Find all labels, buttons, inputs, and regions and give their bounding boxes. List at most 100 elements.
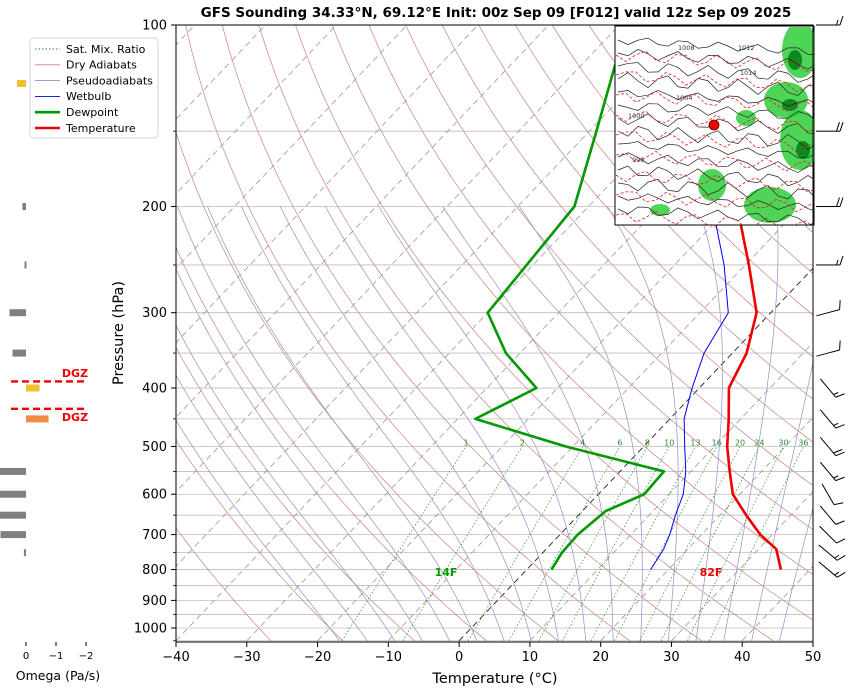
isotherm-line — [813, 25, 856, 641]
map-label: 1014 — [740, 69, 757, 77]
omega-bar — [22, 203, 26, 210]
barb-staff — [816, 313, 828, 316]
x-tick-label: −20 — [304, 650, 331, 665]
barb-staff — [828, 570, 837, 578]
pseudoadiabat-line — [241, 207, 504, 641]
pseudoadiabat-line — [443, 207, 613, 641]
mixing-ratio-line — [468, 447, 582, 641]
map-label: 1004 — [676, 94, 693, 102]
barb-staff — [820, 410, 828, 419]
isotherm-line — [105, 25, 690, 641]
barb-staff — [820, 526, 828, 534]
precip-core — [796, 141, 810, 159]
mixing-ratio-label: 13 — [690, 438, 700, 447]
mixing-ratio-line — [709, 447, 803, 641]
x-tick-label: 10 — [522, 650, 539, 665]
y-tick-label: 500 — [142, 440, 167, 455]
pseudoadiabat-line — [151, 207, 423, 641]
mixing-ratio-label: 24 — [754, 438, 764, 447]
omega-bar — [0, 468, 26, 475]
y-tick-label: 800 — [142, 563, 167, 578]
omega-bar — [0, 491, 26, 498]
barb-staff — [828, 310, 840, 313]
barb-flag — [837, 198, 840, 207]
barb-staff — [828, 515, 836, 524]
omega-bar — [25, 261, 27, 268]
mixing-ratio-label: 6 — [617, 438, 622, 447]
x-tick-label: 50 — [805, 650, 822, 665]
wind-barb — [816, 256, 843, 265]
mixing-ratio-label: 2 — [520, 438, 525, 447]
wind-barb — [820, 432, 844, 458]
barb-half — [837, 20, 839, 25]
map-label: 1000 — [628, 112, 645, 120]
barb-flag — [837, 340, 842, 349]
wind-barb — [819, 538, 845, 562]
y-tick-label: 200 — [142, 200, 167, 215]
pseudoadiabat-line — [178, 207, 450, 641]
wind-barb — [816, 198, 843, 207]
x-tick-label: 40 — [734, 650, 751, 665]
barb-staff — [820, 462, 828, 471]
mixing-ratio-label: 1 — [464, 438, 469, 447]
omega-axis-label: Omega (Pa/s) — [16, 668, 100, 683]
pseudoadiabat-line — [379, 207, 586, 641]
barb-flag — [840, 256, 843, 265]
sounding-location-marker — [709, 120, 719, 130]
barb-flag — [840, 198, 843, 207]
x-tick-label: −10 — [375, 650, 402, 665]
map-label: 996 — [632, 156, 644, 164]
barb-flag — [836, 537, 844, 545]
wind-barb — [814, 300, 842, 316]
precip-area — [698, 169, 726, 201]
surface-temperature-label: 82F — [700, 566, 723, 579]
barb-staff — [828, 350, 840, 353]
legend-label: Dewpoint — [66, 106, 119, 119]
legend-label: Wetbulb — [66, 90, 111, 103]
wind-barb — [820, 404, 844, 430]
barb-flag — [837, 300, 842, 309]
barb-staff — [828, 388, 836, 397]
barb-staff — [822, 484, 828, 494]
pseudoadiabat-line — [780, 207, 856, 641]
pseudoadiabat-line — [81, 207, 339, 641]
mixing-ratio-label: 10 — [664, 438, 674, 447]
y-tick-label: 700 — [142, 528, 167, 543]
x-tick-label: −40 — [162, 650, 189, 665]
legend-label: Dry Adiabats — [66, 59, 137, 72]
dgz-label-top: DGZ — [62, 367, 88, 380]
omega-bar — [26, 385, 40, 392]
barb-staff — [819, 562, 828, 570]
barb-flag — [837, 570, 845, 579]
barb-staff — [828, 494, 834, 504]
barb-flag — [836, 519, 845, 527]
mixing-ratio-label: 16 — [712, 438, 722, 447]
barb-staff — [819, 545, 828, 553]
barb-flag — [834, 500, 843, 507]
mixing-ratio-label: 4 — [580, 438, 585, 447]
barb-staff — [828, 419, 836, 428]
mixing-ratio-label: 20 — [735, 438, 745, 447]
x-axis-label: Temperature (°C) — [431, 671, 557, 687]
wind-barb — [820, 373, 844, 399]
wind-barb — [814, 340, 842, 356]
mixing-ratio-line — [539, 447, 648, 641]
chart-title: GFS Sounding 34.33°N, 69.12°E Init: 00z … — [201, 5, 792, 21]
dry-adiabat-line — [112, 25, 486, 641]
x-tick-label: −30 — [233, 650, 260, 665]
barb-staff — [828, 535, 836, 543]
barb-flag — [837, 553, 845, 562]
wind-barbs — [814, 16, 845, 579]
y-tick-label: 900 — [142, 594, 167, 609]
x-tick-label: 20 — [592, 650, 609, 665]
mixing-ratio-label: 36 — [798, 438, 808, 447]
wind-barb — [819, 555, 845, 579]
legend-label: Sat. Mix. Ratio — [66, 43, 146, 56]
map-label: 1012 — [738, 44, 755, 52]
y-tick-label: 300 — [142, 306, 167, 321]
mixing-ratio-label: 8 — [645, 438, 650, 447]
